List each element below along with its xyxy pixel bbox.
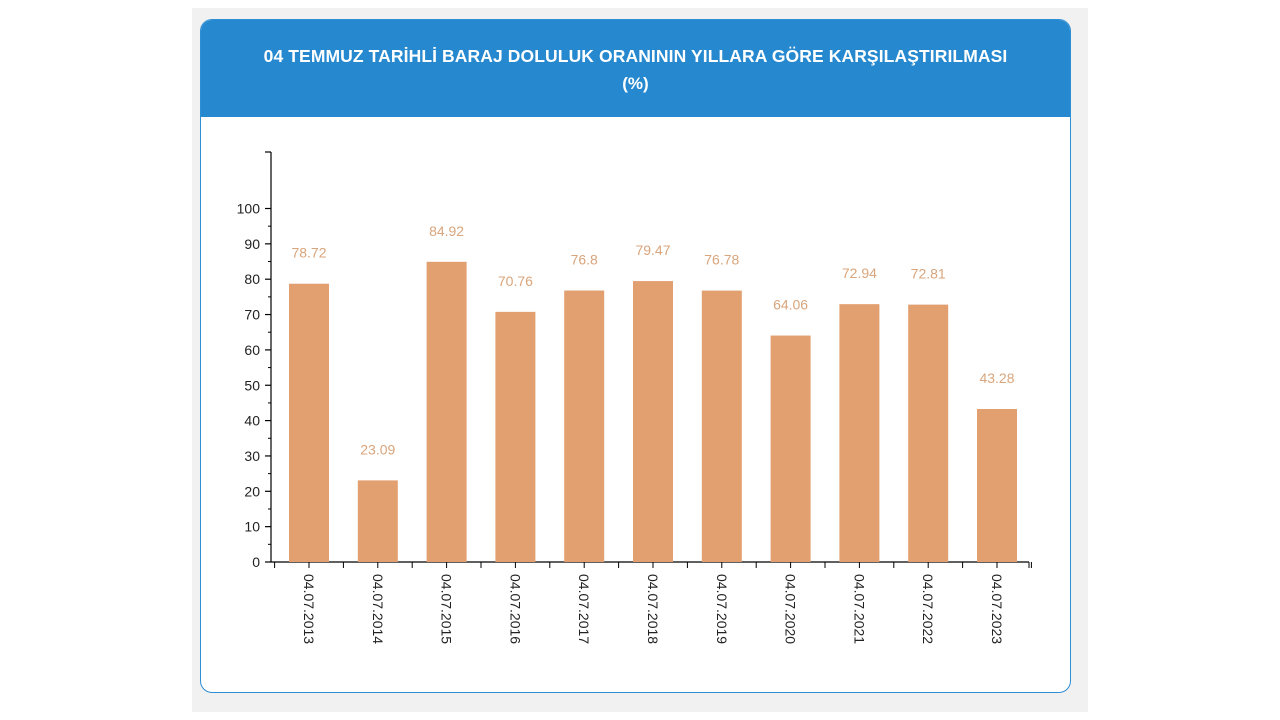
x-tick-label: 04.07.2017: [576, 574, 592, 644]
bar: [908, 304, 949, 562]
bar: [564, 290, 605, 562]
y-tick-label: 90: [244, 236, 260, 252]
bar-value-label: 72.81: [911, 266, 946, 282]
bar-value-label: 64.06: [773, 297, 808, 313]
bar-value-label: 70.76: [498, 273, 533, 289]
bar-value-label: 43.28: [979, 370, 1014, 386]
bar-value-label: 76.8: [571, 252, 598, 268]
x-tick-label: 04.07.2015: [439, 574, 455, 644]
x-tick-label: 04.07.2014: [370, 574, 386, 644]
bars: [289, 261, 1017, 562]
x-tick-label: 04.07.2022: [920, 574, 936, 644]
bar: [426, 261, 467, 562]
x-tick-label: 04.07.2020: [783, 574, 799, 644]
bar: [839, 304, 880, 562]
chart-title: 04 TEMMUZ TARİHLİ BARAJ DOLULUK ORANININ…: [263, 46, 1008, 66]
y-tick-label: 80: [244, 271, 260, 287]
y-tick-label: 20: [244, 483, 260, 499]
y-tick-label: 10: [244, 519, 260, 535]
bar-value-label: 72.94: [842, 265, 877, 281]
bar: [289, 283, 329, 562]
bar: [701, 290, 742, 562]
x-tick-label: 04.07.2019: [714, 574, 730, 644]
bar-value-label: 84.92: [429, 223, 464, 239]
data-labels: 78.72 23.09 84.92 70.76 76.8 79.47 76.78 64.06 7…: [291, 223, 1014, 458]
bar-value-label: 76.78: [704, 252, 739, 268]
bar: [977, 409, 1017, 562]
bar: [633, 281, 673, 562]
y-tick-label: 0: [252, 554, 260, 570]
x-tick-label: 04.07.2021: [851, 574, 867, 644]
bar: [357, 480, 398, 562]
bar: [495, 311, 536, 562]
chart-subtitle: (%): [622, 74, 649, 93]
x-tick-label: 04.07.2018: [645, 574, 661, 644]
x-tick-label: 04.07.2013: [301, 574, 317, 644]
chart-header: 04 TEMMUZ TARİHLİ BARAJ DOLULUK ORANININ…: [201, 20, 1070, 117]
y-tick-label: 70: [244, 307, 260, 323]
x-tick-label: 04.07.2023: [989, 574, 1005, 644]
y-axis: 0 10 20 30 40 50 60 70 80 90 100: [237, 151, 272, 570]
bar: [770, 335, 811, 562]
bar-value-label: 23.09: [360, 441, 395, 457]
y-tick-label: 60: [244, 342, 260, 358]
x-axis: 04.07.2013 04.07.2014 04.07.2015 04.07.2016…: [271, 561, 1032, 644]
y-tick-label: 30: [244, 448, 260, 464]
y-tick-label: 100: [237, 201, 261, 217]
bar-value-label: 78.72: [291, 245, 326, 261]
y-tick-label: 40: [244, 413, 260, 429]
bar-value-label: 79.47: [635, 242, 670, 258]
y-tick-label: 50: [244, 377, 260, 393]
x-tick-label: 04.07.2016: [507, 574, 523, 644]
